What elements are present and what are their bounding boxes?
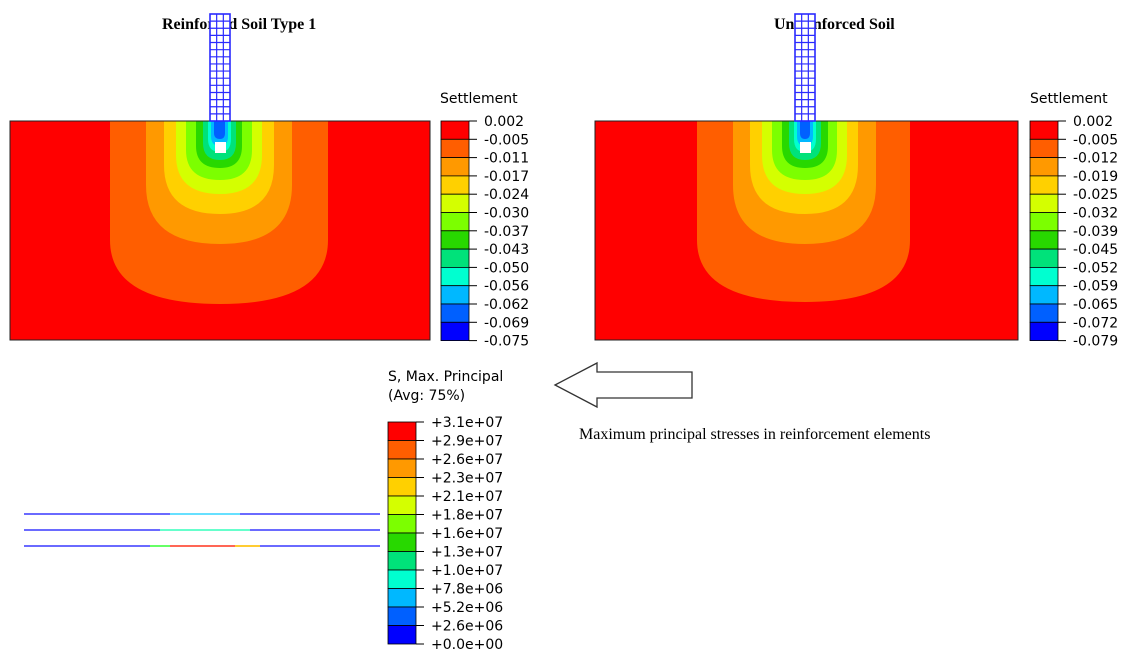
legend-label: -0.065 [1073,297,1118,313]
legend-swatch [440,230,470,250]
legend-label: -0.079 [1073,334,1118,350]
legend-label: +0.0e+00 [431,637,503,653]
legend-label: +7.8e+06 [431,582,503,598]
legend-swatch [440,212,470,232]
legend-label: -0.059 [1073,279,1118,295]
legend-swatch [1029,120,1059,140]
legend-label: -0.050 [484,260,529,276]
legend-label: +1.6e+07 [431,526,503,542]
legend-swatch [387,625,417,645]
legend-title-reinforced: Settlement [440,91,518,107]
legend-swatch [1029,230,1059,250]
legend-title-unreinforced: Settlement [1030,91,1108,107]
legend-label: -0.012 [1073,151,1118,167]
pile-tip-marker-reinforced [215,142,226,153]
legend-swatch [387,532,417,552]
legend-swatch [440,138,470,159]
legend-swatch [387,495,417,515]
legend-swatch [1029,266,1059,287]
pile-mesh-reinforced [209,13,231,122]
legend-swatch [387,569,417,589]
legend-swatch [387,477,417,497]
legend-label: +1.8e+07 [431,508,503,524]
reinforcement-elements [24,513,380,547]
left-arrow-icon [553,361,693,409]
legend-swatch [440,321,470,341]
legend-label: -0.045 [1073,242,1118,258]
legend-label: -0.039 [1073,224,1118,240]
legend-label: -0.025 [1073,187,1118,203]
legend-swatch [1029,175,1059,195]
legend-label: -0.056 [484,279,529,295]
settlement-contour-unreinforced [595,121,1018,340]
legend-reinforced: 0.002 -0.005 -0.011 -0.017 -0.024 -0.030 -0.03… [440,114,529,350]
legend-subtitle-stress: (Avg: 75%) [388,388,465,404]
legend-swatch [387,606,417,626]
legend-swatch [440,248,470,268]
legend-swatch [440,285,470,305]
legend-swatch [387,421,417,441]
legend-swatch [1029,157,1059,177]
pile-tip-marker-unreinforced [800,142,811,153]
legend-swatch [440,193,470,213]
legend-swatch [387,440,417,460]
legend-label: -0.005 [1073,132,1118,148]
legend-swatch [1029,248,1059,268]
legend-unreinforced: 0.002 -0.005 -0.012 -0.019 -0.025 -0.032 -0.03… [1029,114,1118,350]
legend-label: -0.005 [484,132,529,148]
legend-swatch [387,588,417,608]
legend-swatch [440,175,470,195]
figure-caption: Maximum principal stresses in reinforcem… [579,426,931,443]
legend-swatch [387,551,417,571]
legend-stress: +3.1e+07 +2.9e+07 +2.6e+07 +2.3e+07 +2.1e+07… [387,415,503,653]
legend-label: +2.1e+07 [431,489,503,505]
legend-title-stress: S, Max. Principal [388,369,503,385]
legend-label: +3.1e+07 [431,415,503,431]
legend-swatch [1029,321,1059,341]
legend-label: -0.072 [1073,315,1118,331]
legend-label: -0.043 [484,242,529,258]
legend-label: -0.024 [484,187,529,203]
legend-label: +5.2e+06 [431,600,503,616]
legend-swatch [387,458,417,478]
legend-label: -0.011 [484,151,529,167]
legend-label: +1.0e+07 [431,563,503,579]
legend-swatch [1029,303,1059,323]
legend-label: +2.3e+07 [431,471,503,487]
legend-label: -0.019 [1073,169,1118,185]
legend-label: -0.062 [484,297,529,313]
legend-label: +1.3e+07 [431,545,503,561]
legend-label: -0.052 [1073,260,1118,276]
legend-label: -0.075 [484,334,529,350]
legend-label: +2.6e+06 [431,619,503,635]
legend-swatch [440,266,470,287]
legend-label: +2.6e+07 [431,452,503,468]
panel-title-reinforced: Reinforced Soil Type 1 [162,16,317,33]
legend-swatch [440,303,470,323]
legend-label: -0.037 [484,224,529,240]
legend-swatch [440,120,470,140]
legend-label: 0.002 [1073,114,1113,130]
settlement-contour-reinforced [10,121,430,340]
legend-label: -0.069 [484,315,529,331]
pile-mesh-unreinforced [794,13,816,122]
legend-swatch [387,514,417,534]
legend-swatch [1029,138,1059,159]
legend-swatch [1029,285,1059,305]
legend-swatch [440,157,470,177]
legend-label: -0.017 [484,169,529,185]
legend-label: -0.030 [484,206,529,222]
legend-swatch [1029,193,1059,213]
legend-swatch [1029,212,1059,232]
legend-label: +2.9e+07 [431,434,503,450]
legend-label: 0.002 [484,114,524,130]
legend-label: -0.032 [1073,206,1118,222]
